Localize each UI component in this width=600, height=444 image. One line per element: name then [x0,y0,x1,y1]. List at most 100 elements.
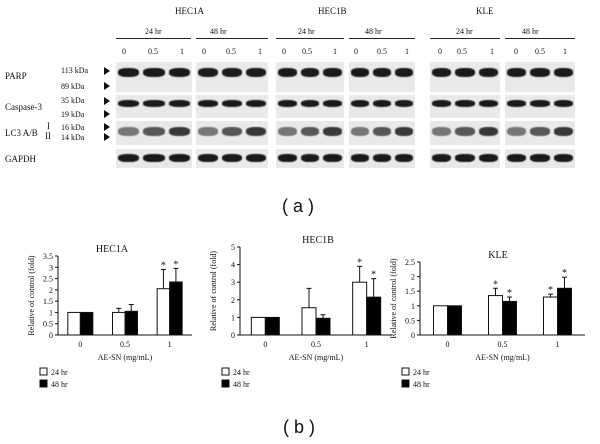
bar-48hr [502,300,517,336]
blot-band [395,100,413,107]
blot-strip [505,95,575,118]
underline-hec1b-24 [276,38,344,39]
blot-band [246,127,266,136]
y-tick-label: 2.5 [43,275,53,284]
time-hec1a-48: 48 hr [210,27,227,36]
blot-strip [349,149,415,168]
blot-band [507,68,527,77]
bar-48hr [557,287,572,336]
panel-a-caption: ( a ) [282,196,315,216]
blot-band [246,154,266,162]
blot-strip [430,149,500,168]
blot-strip [276,121,344,145]
lc3-band-i-label: I [47,121,50,131]
y-tick-label: 3.5 [43,252,53,261]
blot-strip [349,95,415,118]
x-tick-label: 1 [168,340,172,349]
dose-label: 0.5 [457,47,467,56]
blot-band [118,100,140,107]
blot-band [143,127,165,136]
blot-band [507,127,527,136]
time-kle-48: 48 hr [522,27,539,36]
y-tick-label: 1 [231,313,235,322]
bar-48hr [169,281,183,336]
blot-band [507,154,527,162]
blot-band [198,68,218,77]
blot-band [323,127,342,136]
blot-band [432,68,452,77]
legend-label: 24 hr [51,368,68,377]
marker-35kda: 35 kDa [61,96,85,105]
blot-band [530,68,550,77]
blot-band [395,127,413,136]
blot-strip [430,121,500,145]
blot-strip [276,149,344,168]
blot-strip [276,62,344,92]
blot-band [300,100,320,107]
blot-band [395,154,413,162]
y-axis-label: Relative of control (fold) [27,255,36,336]
blot-band [553,154,573,162]
marker-arrow [104,133,110,141]
blot-band [373,127,391,136]
blot-strip [349,121,415,145]
blot-band [246,68,266,77]
dose-label: 0.5 [377,47,387,56]
chart-title: KLE [488,250,507,261]
legend-swatch [221,367,230,376]
dose-label: 0.5 [148,47,158,56]
bar-24hr [433,305,448,336]
header-hec1b: HEC1B [318,6,347,16]
underline-kle-24 [430,38,500,39]
y-tick-label: 0 [231,331,235,340]
x-axis-label: AE-SN (mg/mL) [289,353,344,362]
chart-title: HEC1A [96,244,129,255]
marker-89kda: 89 kDa [61,82,85,91]
x-axis-label: AE-SN (mg/mL) [98,353,153,362]
dose-label: 0 [282,47,286,56]
dose-label: 1 [490,47,494,56]
blot-band [373,68,391,77]
bar-48hr [315,317,331,336]
header-hec1a: HEC1A [175,6,204,16]
x-axis-label: AE-SN (mg/mL) [475,353,530,362]
blot-strip [276,95,344,118]
bar-24hr [250,316,266,336]
blot-band [278,68,297,77]
blot-band [530,154,550,162]
marker-16kda: 16 kDa [61,123,85,132]
significance-star: * [161,261,166,272]
blot-band [143,68,165,77]
underline-hec1b-48 [349,38,415,39]
blot-band [373,154,391,162]
blot-band [278,127,297,136]
y-axis-label: Relative of control (fold) [389,258,398,339]
blot-strip [196,62,268,92]
x-tick-label: 0.5 [311,340,321,349]
blot-band [118,127,140,136]
blot-band [143,154,165,162]
legend-label: 24 hr [413,368,430,377]
y-tick-label: 1.5 [405,287,415,296]
legend-swatch [39,367,48,376]
y-tick-label: 3 [49,263,53,272]
lc3-band-ii-label: II [45,131,51,141]
legend-swatch [401,379,410,388]
blot-band [143,100,165,107]
dose-label: 1 [563,47,567,56]
blot-band [432,127,452,136]
dose-label: 0 [438,47,442,56]
bar-24hr [543,296,558,336]
marker-19kda: 19 kDa [61,110,85,119]
dose-label: 1 [333,47,337,56]
bar-24hr [156,288,171,336]
y-tick-label: 2.5 [405,258,415,267]
underline-kle-48 [505,38,575,39]
blot-band [168,154,190,162]
x-tick-label: 1 [556,340,560,349]
dose-label: 0 [354,47,358,56]
blot-strip [116,121,192,145]
blot-strip [349,62,415,92]
dose-label: 1 [405,47,409,56]
